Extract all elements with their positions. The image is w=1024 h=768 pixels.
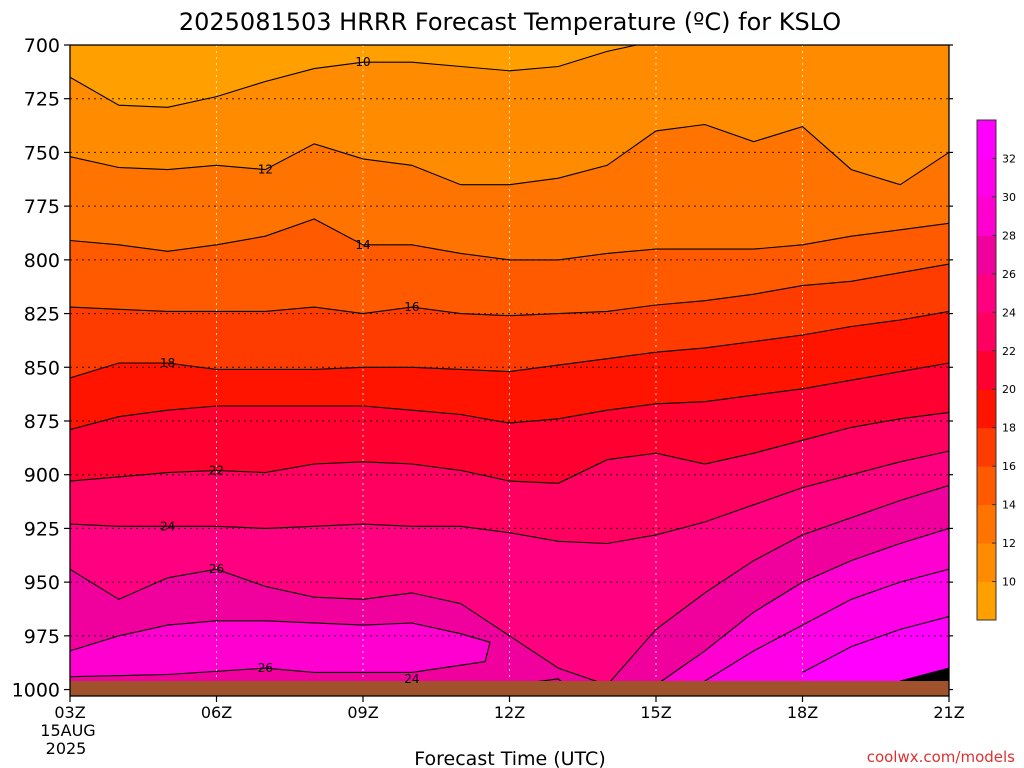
contour-closed-26 bbox=[70, 620, 491, 678]
x-tick-label-18Z: 18Z bbox=[787, 703, 818, 722]
y-tick-label-775: 775 bbox=[24, 196, 60, 218]
band-above-32 bbox=[802, 616, 949, 685]
x-tick-label-21Z: 21Z bbox=[933, 703, 964, 722]
colorbar-label-16: 16 bbox=[1002, 460, 1016, 473]
y-tick-label-925: 925 bbox=[24, 518, 60, 540]
y-tick-label-800: 800 bbox=[24, 250, 60, 272]
contour-label-closed-24: 24 bbox=[404, 672, 419, 686]
colorbar-label-32: 32 bbox=[1002, 152, 1016, 165]
contour-line-14 bbox=[70, 218, 949, 261]
contour-label-22: 22 bbox=[209, 463, 224, 477]
contour-line-24 bbox=[70, 450, 949, 545]
y-tick-label-850: 850 bbox=[24, 357, 60, 379]
colorbar-swatch-8 bbox=[977, 581, 996, 621]
colorbar-label-26: 26 bbox=[1002, 268, 1016, 281]
date-label-line2: 2025 bbox=[46, 739, 87, 758]
colorbar-swatch-22 bbox=[977, 312, 996, 352]
x-tick-label-15Z: 15Z bbox=[640, 703, 671, 722]
colorbar-swatch-12 bbox=[977, 504, 996, 544]
credit-text: coolwx.com/models bbox=[867, 748, 1015, 766]
y-tick-label-750: 750 bbox=[24, 142, 60, 164]
colorbar-label-22: 22 bbox=[1002, 345, 1016, 358]
contour-label-closed-26: 26 bbox=[258, 661, 273, 675]
colorbar-swatch-28 bbox=[977, 196, 996, 236]
contour-label-16: 16 bbox=[404, 300, 419, 314]
contour-line-10 bbox=[70, 45, 639, 108]
contour-label-14: 14 bbox=[355, 238, 370, 252]
contour-line-34 bbox=[900, 667, 949, 682]
colorbar-label-14: 14 bbox=[1002, 499, 1016, 512]
colorbar-label-30: 30 bbox=[1002, 191, 1016, 204]
y-axis: 700 725 750 775 800 825 850 875 900 925 950 975 1000 bbox=[12, 35, 953, 702]
y-tick-label-700: 700 bbox=[24, 35, 60, 57]
colorbar-label-10: 10 bbox=[1002, 576, 1016, 589]
colorbar-swatch-20 bbox=[977, 350, 996, 390]
contour-line-20 bbox=[70, 362, 949, 431]
x-tick-label-12Z: 12Z bbox=[494, 703, 525, 722]
band-above-34 bbox=[900, 668, 949, 685]
ground-surface bbox=[70, 681, 949, 696]
colorbar-frame bbox=[976, 119, 997, 621]
colorbar-swatch-14 bbox=[977, 466, 996, 506]
colorbar-label-20: 20 bbox=[1002, 383, 1016, 396]
chart-title: 2025081503 HRRR Forecast Temperature (ºC… bbox=[179, 8, 841, 36]
contour-label-26: 26 bbox=[209, 562, 224, 576]
colorbar-swatch-26 bbox=[977, 235, 996, 275]
x-tick-label-03Z: 03Z bbox=[54, 703, 85, 722]
contour-line-16 bbox=[70, 263, 949, 317]
contour-line-22 bbox=[70, 411, 949, 484]
contour-label-10: 10 bbox=[355, 55, 370, 69]
colorbar-legend: 10 12 14 16 18 20 22 24 26 28 30 32 bbox=[976, 119, 1016, 621]
colorbar-swatch-18 bbox=[977, 389, 996, 429]
contour-line-28 bbox=[655, 527, 949, 686]
y-tick-label-950: 950 bbox=[24, 572, 60, 594]
contour-line-32 bbox=[802, 615, 949, 673]
plot-area: 10 12 14 16 18 22 24 26 26 24 700 725 750 775 800 825 85… bbox=[12, 35, 965, 722]
contour-line-30 bbox=[704, 568, 949, 682]
y-tick-label-1000: 1000 bbox=[12, 680, 60, 702]
y-tick-label-875: 875 bbox=[24, 411, 60, 433]
colorbar-label-18: 18 bbox=[1002, 422, 1016, 435]
colorbar-label-24: 24 bbox=[1002, 306, 1016, 319]
colorbar-label-28: 28 bbox=[1002, 229, 1016, 242]
contour-labels: 10 12 14 16 18 22 24 26 26 24 bbox=[160, 55, 419, 686]
colorbar-swatch-16 bbox=[977, 427, 996, 467]
colorbar-swatch-30 bbox=[977, 158, 996, 198]
contour-line-18 bbox=[70, 310, 949, 379]
contour-label-24: 24 bbox=[160, 519, 175, 533]
contour-line-26 bbox=[70, 484, 949, 686]
y-tick-label-825: 825 bbox=[24, 304, 60, 326]
x-tick-label-09Z: 09Z bbox=[347, 703, 378, 722]
contour-line-12 bbox=[70, 123, 949, 186]
colorbar-swatch-24 bbox=[977, 273, 996, 313]
colorbar-swatch-32 bbox=[977, 120, 996, 159]
x-axis: 03Z 06Z 09Z 12Z 15Z 18Z 21Z bbox=[54, 696, 965, 722]
y-tick-label-900: 900 bbox=[24, 465, 60, 487]
x-tick-label-06Z: 06Z bbox=[201, 703, 232, 722]
x-axis-label: Forecast Time (UTC) bbox=[414, 748, 605, 768]
colorbar-swatch-10 bbox=[977, 543, 996, 583]
y-tick-label-725: 725 bbox=[24, 89, 60, 111]
y-tick-label-975: 975 bbox=[24, 626, 60, 648]
warm-pocket-band-26 bbox=[70, 620, 490, 677]
colorbar-label-12: 12 bbox=[1002, 537, 1016, 550]
contour-label-18: 18 bbox=[160, 356, 175, 370]
filled-bands bbox=[70, 45, 949, 685]
date-label-line1: 15AUG bbox=[40, 721, 95, 740]
contour-label-12: 12 bbox=[258, 163, 273, 177]
